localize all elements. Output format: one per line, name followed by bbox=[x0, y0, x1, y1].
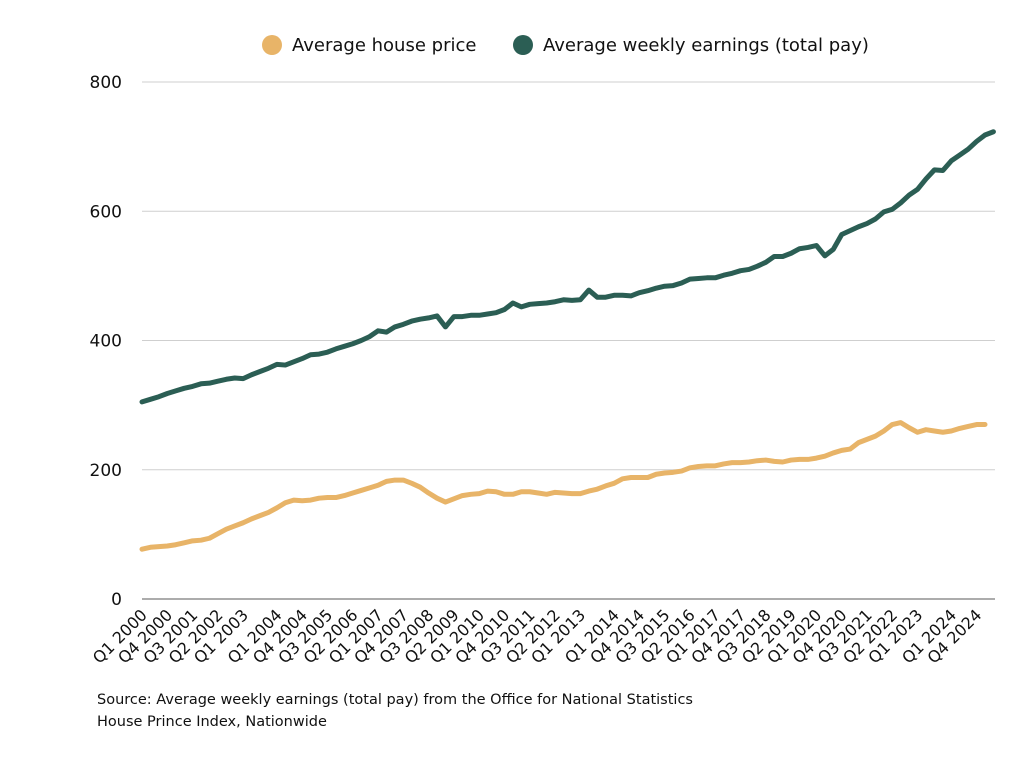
series-lines bbox=[139, 129, 996, 552]
legend: Average house price Average weekly earni… bbox=[262, 35, 869, 56]
y-tick-label: 400 bbox=[90, 332, 122, 352]
series-line-house-price bbox=[139, 420, 988, 552]
source-line-2: House Prince Index, Nationwide bbox=[97, 714, 327, 730]
gridlines bbox=[142, 81, 995, 600]
y-tick-label: 200 bbox=[90, 461, 122, 481]
source-note: Source: Average weekly earnings (total p… bbox=[97, 689, 693, 733]
legend-label-house-price: Average house price bbox=[292, 35, 476, 56]
legend-marker-weekly-earnings bbox=[513, 35, 533, 55]
y-tick-label: 0 bbox=[111, 590, 122, 610]
series-line-weekly-earnings bbox=[139, 129, 996, 405]
y-axis-ticks: 0 200 400 600 800 bbox=[90, 73, 122, 610]
source-line-1: Source: Average weekly earnings (total p… bbox=[97, 692, 693, 708]
legend-label-weekly-earnings: Average weekly earnings (total pay) bbox=[543, 35, 869, 56]
y-tick-label: 800 bbox=[90, 73, 122, 93]
y-tick-label: 600 bbox=[90, 202, 122, 222]
legend-marker-house-price bbox=[262, 35, 282, 55]
